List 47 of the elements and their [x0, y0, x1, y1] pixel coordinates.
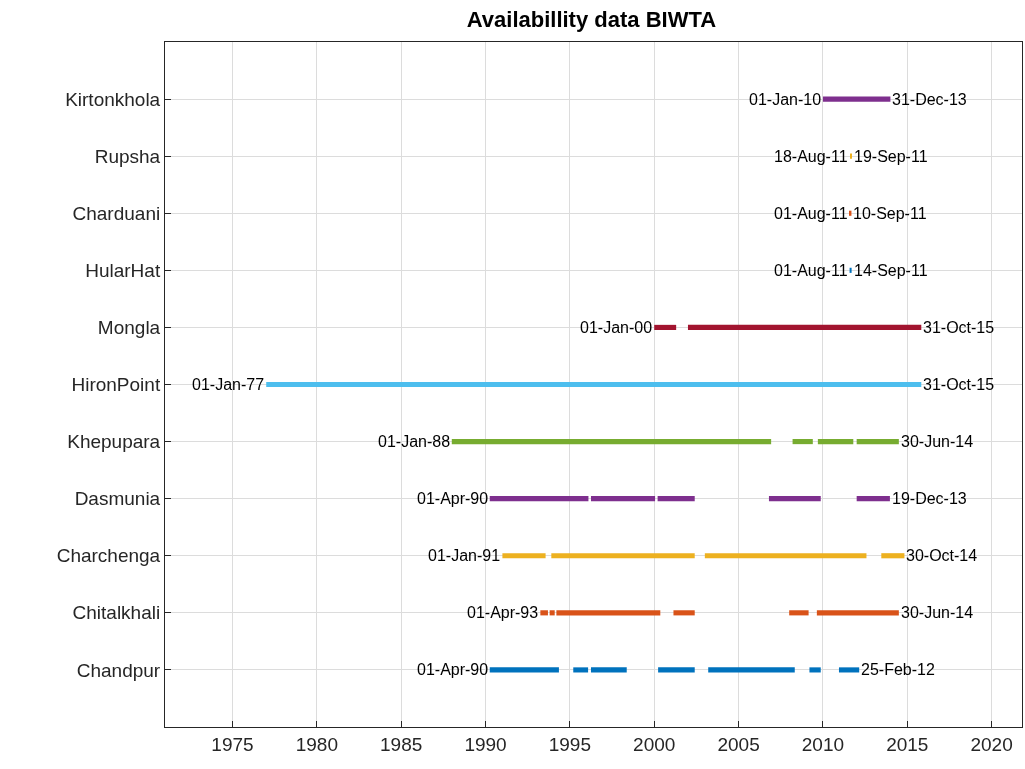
annotation: 01-Apr-90 — [417, 661, 489, 678]
annotation: 10-Sep-11 — [853, 205, 927, 222]
x-tick-label: 1980 — [295, 733, 338, 755]
y-tick-label: Dasmunia — [74, 488, 161, 510]
annotation: 30-Jun-14 — [901, 433, 974, 450]
y-tick-label: Chandpur — [76, 659, 161, 681]
bar — [687, 324, 922, 330]
annotation: 19-Dec-13 — [892, 490, 967, 507]
y-tick-label: Charchenga — [56, 545, 161, 567]
x-tick-label: 1985 — [380, 733, 423, 755]
annotation: 18-Aug-11 — [774, 148, 848, 165]
annotation: 01-Jan-91 — [428, 547, 501, 564]
bar — [266, 381, 922, 388]
x-tick-label: 1975 — [211, 733, 254, 755]
annotation: 19-Sep-11 — [854, 148, 928, 165]
x-tick-label: 2000 — [633, 733, 676, 755]
x-tick-label: 1990 — [464, 733, 507, 755]
x-tick-label: 2015 — [886, 733, 929, 755]
y-tick-label: Rupsha — [94, 145, 161, 167]
annotation: 25-Feb-12 — [861, 661, 935, 678]
x-tick-label: 2005 — [717, 733, 760, 755]
y-tick-label: HularHat — [85, 259, 161, 281]
annotation: 31-Dec-13 — [892, 91, 967, 108]
annotation: 31-Oct-15 — [923, 376, 995, 393]
annotation: 31-Oct-15 — [923, 319, 995, 336]
chart-title: Availabillity data BIWTA — [466, 6, 717, 32]
bar — [838, 667, 860, 673]
annotation: 01-Aug-11 — [774, 262, 848, 279]
annotation: 30-Jun-14 — [901, 604, 974, 621]
y-tick-label: Charduani — [72, 202, 161, 224]
y-tick-label: Chitalkhali — [72, 602, 161, 624]
annotation: 01-Jan-77 — [192, 376, 265, 393]
y-tick-label: Mongla — [97, 317, 161, 339]
x-tick-label: 2020 — [970, 733, 1013, 755]
annotation: 01-Apr-90 — [417, 490, 489, 507]
annotation: 01-Jan-10 — [749, 91, 822, 108]
x-tick-label: 2010 — [801, 733, 845, 755]
y-tick-label: HironPoint — [71, 374, 161, 396]
annotation: 14-Sep-11 — [854, 262, 928, 279]
annotation: 01-Apr-93 — [467, 604, 539, 621]
y-tick-label: Kirtonkhola — [65, 88, 161, 110]
annotation: 01-Jan-88 — [378, 433, 451, 450]
annotation: 30-Oct-14 — [906, 547, 978, 564]
annotation: 01-Jan-00 — [580, 319, 653, 336]
annotation: 01-Aug-11 — [774, 205, 848, 222]
y-tick-label: Khepupara — [67, 431, 161, 453]
x-tick-label: 1995 — [548, 733, 592, 755]
